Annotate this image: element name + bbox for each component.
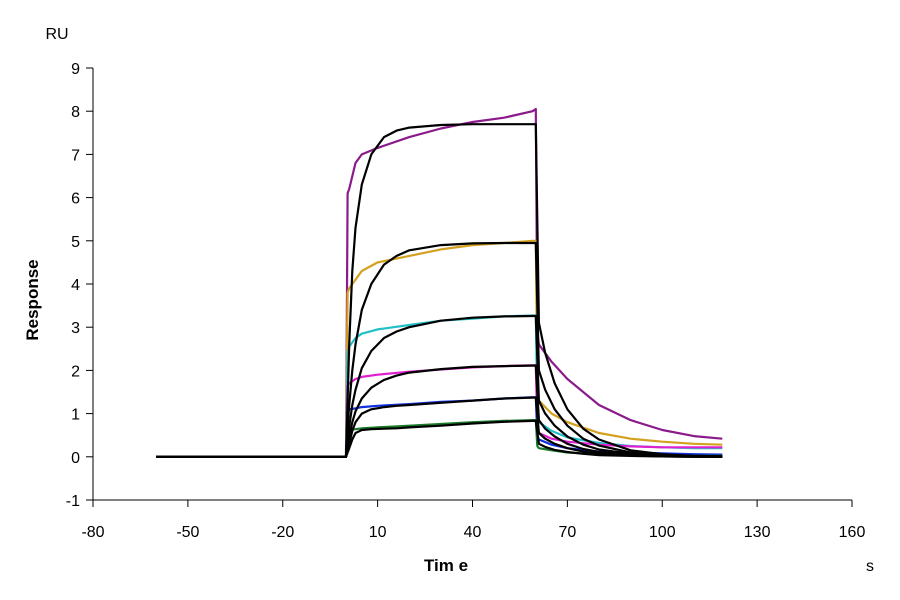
series-line-8 bbox=[156, 241, 723, 458]
series-line-4 bbox=[156, 364, 723, 458]
y-tick-label: 2 bbox=[71, 363, 80, 380]
series-line-9 bbox=[156, 314, 723, 458]
axes bbox=[92, 68, 852, 501]
series-line-7 bbox=[156, 123, 723, 458]
x-ticks: -80 -50 -20 10 40 70 100 130 160 bbox=[81, 500, 865, 541]
y-tick-label: 5 bbox=[71, 234, 80, 251]
x-tick-label: 10 bbox=[369, 524, 387, 541]
y-tick-label: 3 bbox=[71, 320, 80, 337]
y-tick-label: 4 bbox=[71, 277, 80, 294]
series-line-1 bbox=[156, 107, 723, 458]
x-tick-label: 100 bbox=[649, 524, 676, 541]
x-tick-label: 160 bbox=[839, 524, 866, 541]
x-tick-label: 70 bbox=[558, 524, 576, 541]
x-axis-title: Tim e bbox=[424, 556, 468, 575]
series-line-11 bbox=[156, 396, 723, 458]
x-unit-label: s bbox=[866, 558, 874, 575]
series-line-5 bbox=[156, 396, 723, 458]
y-tick-label: -1 bbox=[66, 493, 80, 510]
x-tick-label: 130 bbox=[744, 524, 771, 541]
x-tick-label: -80 bbox=[81, 524, 104, 541]
series-line-3 bbox=[156, 314, 723, 458]
y-unit-label: RU bbox=[45, 26, 68, 43]
y-axis-title: Response bbox=[23, 259, 42, 340]
x-tick-label: -50 bbox=[176, 524, 199, 541]
y-tick-label: 0 bbox=[71, 450, 80, 467]
y-tick-label: 1 bbox=[71, 407, 80, 424]
series-layer bbox=[156, 107, 723, 458]
y-tick-label: 8 bbox=[71, 104, 80, 121]
x-tick-label: 40 bbox=[464, 524, 482, 541]
y-tick-label: 9 bbox=[71, 61, 80, 78]
series-line-10 bbox=[156, 364, 723, 458]
y-tick-label: 6 bbox=[71, 191, 80, 208]
y-tick-label: 7 bbox=[71, 147, 80, 164]
y-ticks: -1 0 1 2 3 4 5 6 7 8 9 bbox=[66, 61, 93, 510]
x-tick-label: -20 bbox=[271, 524, 294, 541]
series-line-12 bbox=[156, 419, 723, 458]
